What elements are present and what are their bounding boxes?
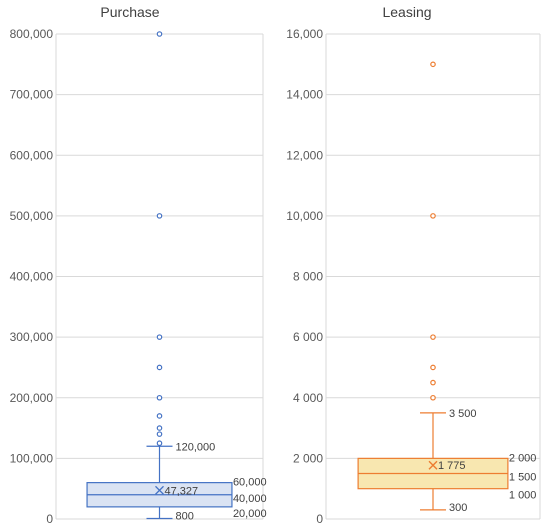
median-label: 40,000 [233,493,267,505]
chart-title: Purchase [100,4,159,20]
leasing-panel: Leasing 0 2 000 4 000 6 000 8 000 10,000 12,000… [286,4,541,526]
q1-label: 1 000 [509,490,537,502]
y-tick-label: 8 000 [293,270,323,284]
outlier-point [156,425,163,431]
outlier-point [156,334,163,340]
y-tick-label: 800,000 [10,27,54,41]
outlier-point [430,379,436,386]
outlier-point [430,394,436,401]
outlier-point [156,431,163,437]
outlier-point [430,213,436,219]
y-tick-label: 400,000 [10,270,54,284]
y-tick-label: 16,000 [286,27,323,41]
q3-label: 60,000 [233,477,267,489]
y-tick-label: 10,000 [286,209,323,223]
y-tick-label: 14,000 [286,88,323,102]
mean-marker [155,485,164,495]
min-label: 300 [449,502,467,514]
outlier-point [156,213,163,219]
y-tick-label: 300,000 [10,330,54,344]
y-tick-label: 4 000 [293,391,323,405]
y-tick-label: 2 000 [293,451,323,465]
outlier-point [156,440,163,447]
y-tick-label: 500,000 [10,209,54,223]
outlier-point [156,364,163,371]
outlier-point [156,394,163,401]
median-label: 1 500 [509,472,537,484]
outlier-point [430,61,436,68]
y-tick-label: 0 [316,512,323,526]
mean-marker [428,460,438,470]
outlier-point [430,364,436,371]
y-tick-label: 700,000 [10,88,54,102]
outlier-point [430,334,436,340]
y-tick-label: 0 [46,512,53,526]
upper-whisker-label: 3 500 [449,408,477,420]
purchase-panel: Purchase 0 100,000 200,000 300,000 400,000 500… [10,4,267,526]
mean-label: 47,327 [165,485,199,497]
outlier-point [156,413,163,419]
q1-label: 20,000 [233,508,267,520]
chart-title: Leasing [382,4,431,20]
y-tick-label: 200,000 [10,391,54,405]
y-tick-label: 600,000 [10,148,54,162]
y-tick-label: 100,000 [10,451,54,465]
outlier-point [156,31,163,37]
y-tick-label: 6 000 [293,330,323,344]
min-label: 800 [176,511,194,523]
y-tick-label: 12,000 [286,148,323,162]
upper-whisker-label: 120,000 [176,441,216,453]
q3-label: 2 000 [509,452,537,464]
mean-label: 1 775 [438,460,466,472]
